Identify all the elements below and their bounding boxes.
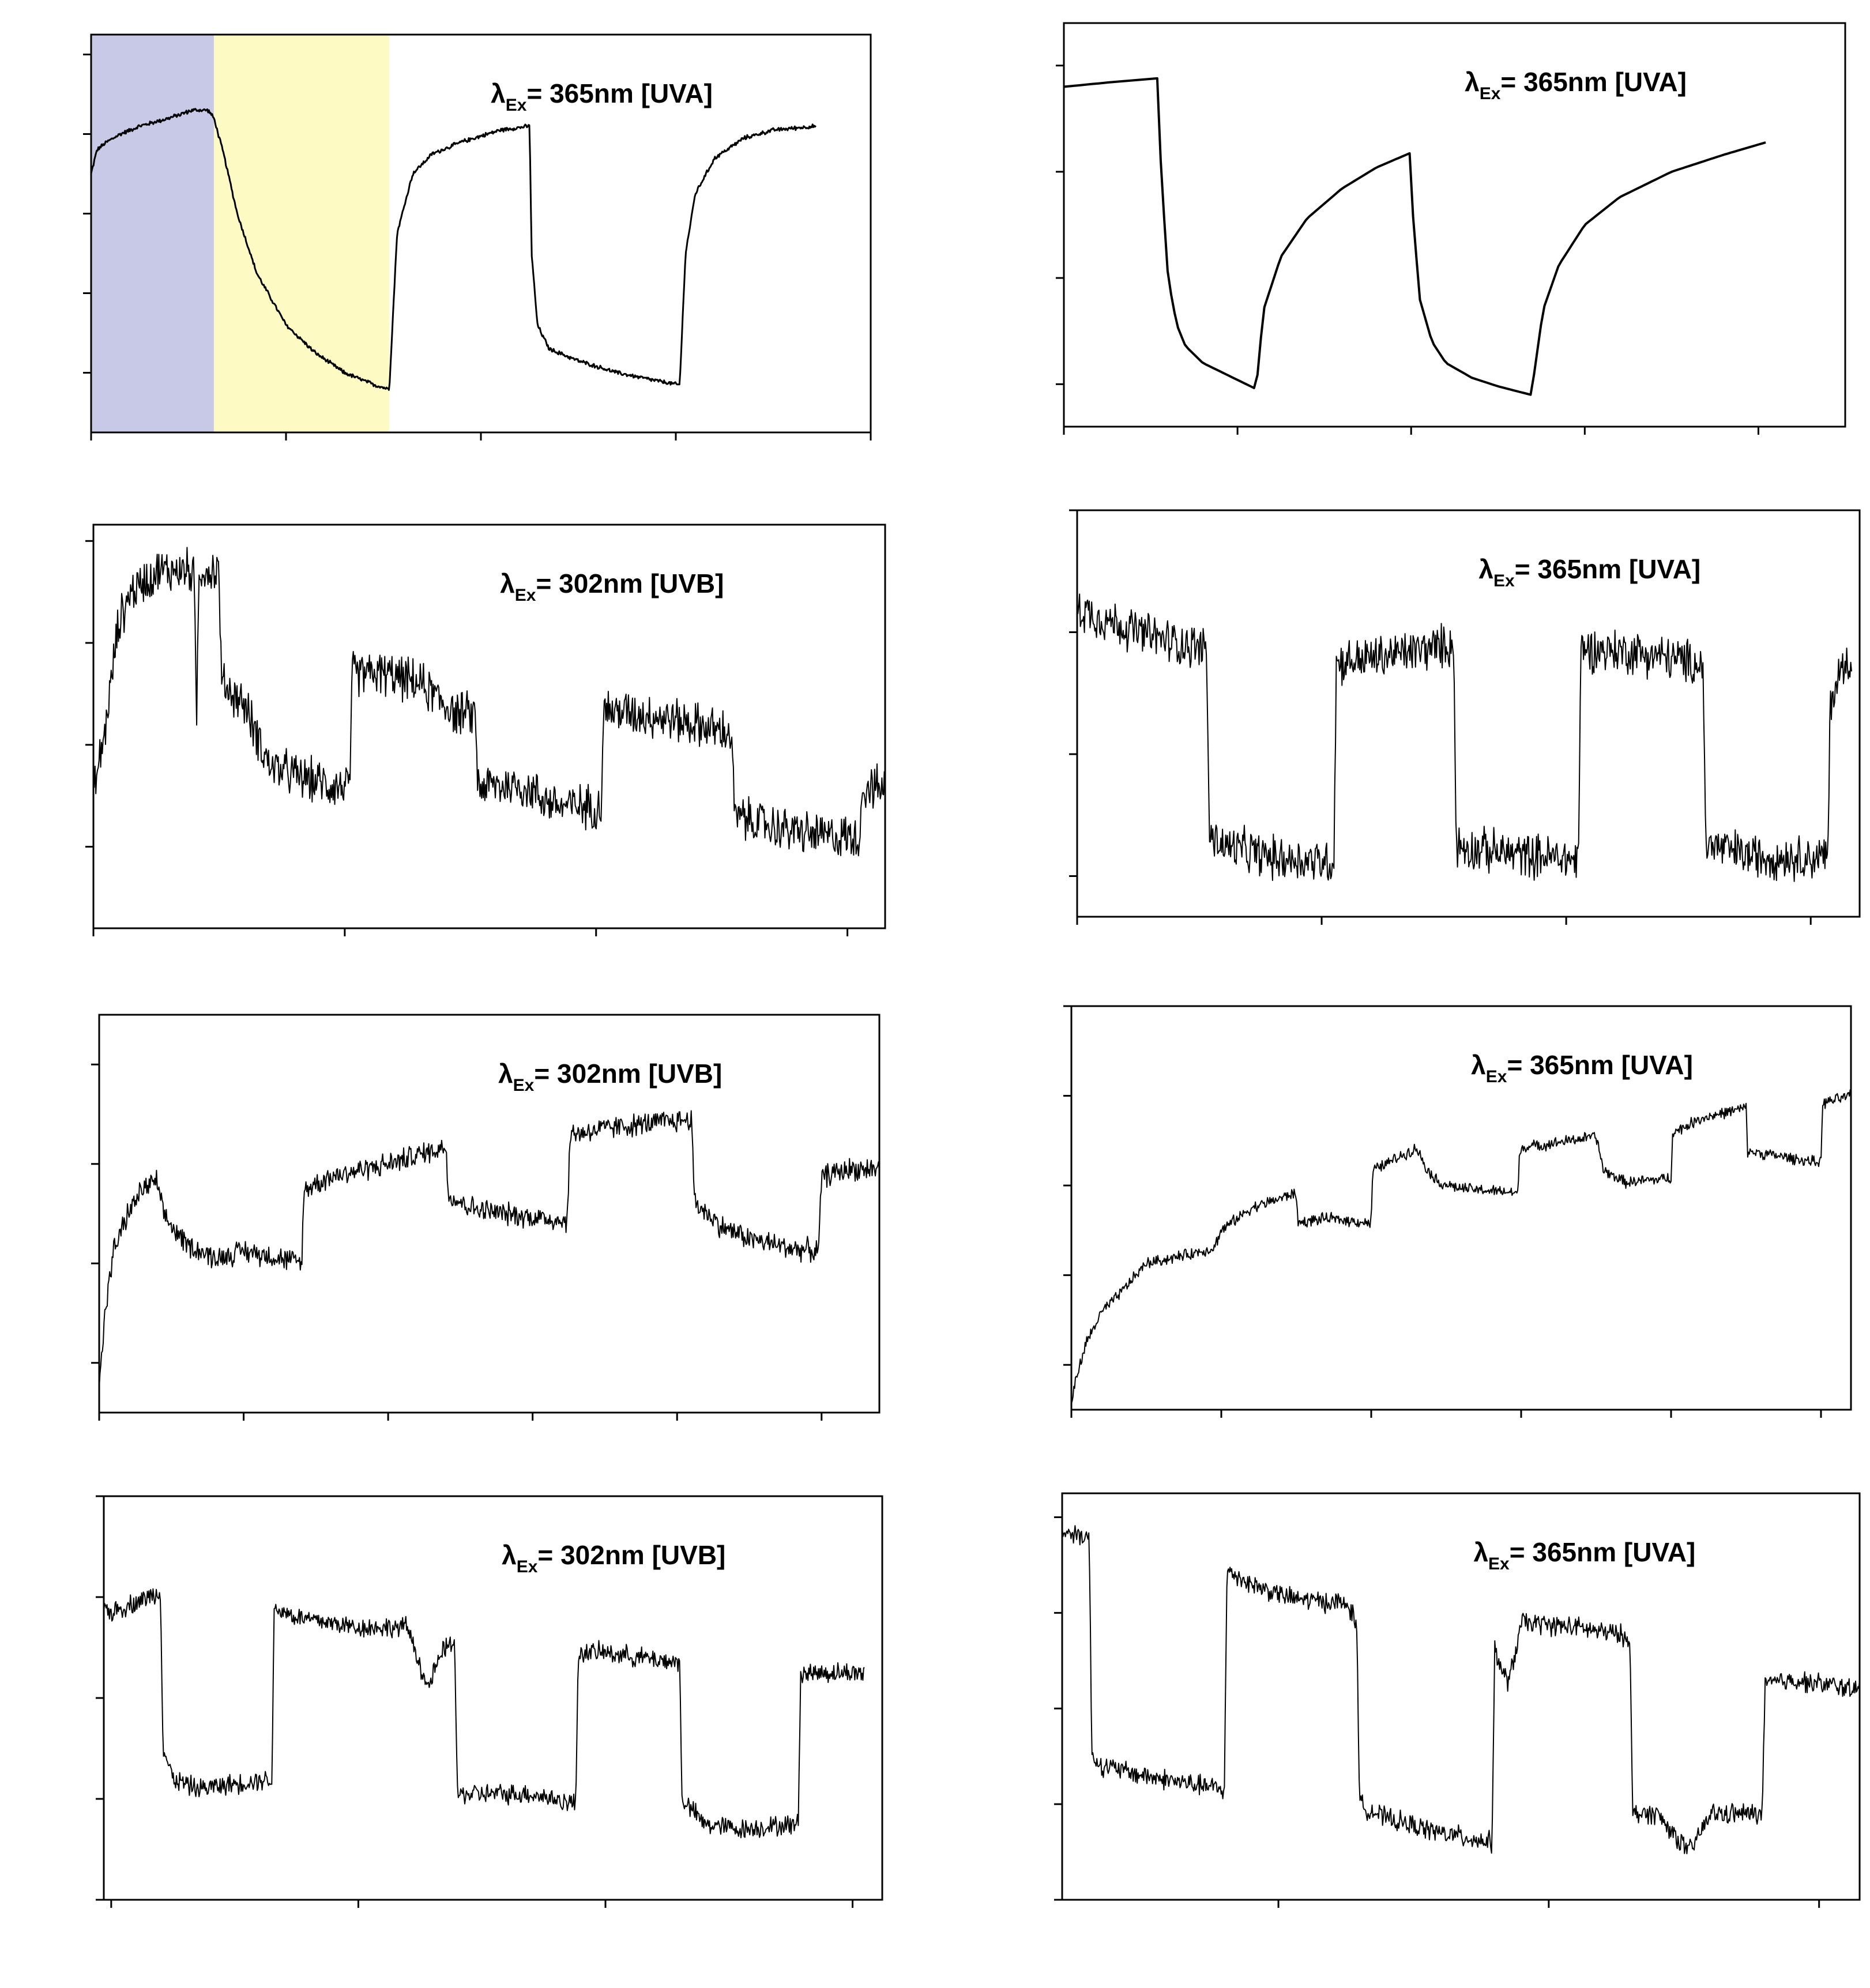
excitation-label: λEx= 365nm [UVA]	[1471, 1050, 1693, 1086]
series-line-g	[103, 1588, 865, 1839]
lambda-subscript: Ex	[1488, 1554, 1510, 1573]
wavelength-value: 365nm [UVA]	[1537, 554, 1700, 584]
panel-g-chart: λEx= 302nm [UVB]	[96, 1495, 883, 1908]
panel-a-chart: λEx= 365nm [UVA]	[83, 33, 872, 440]
excitation-label: λEx= 365nm [UVA]	[491, 78, 713, 115]
panel-e-chart: λEx= 302nm [UVB]	[91, 1014, 881, 1421]
series-line-d	[1077, 593, 1852, 882]
equals-sign: =	[1500, 67, 1523, 97]
lambda-symbol: λ	[500, 568, 515, 598]
lambda-symbol: λ	[1473, 1537, 1488, 1567]
plot-frame-f	[1070, 1005, 1852, 1411]
excitation-label: λEx= 365nm [UVA]	[1478, 554, 1700, 590]
panel-d-chart: λEx= 365nm [UVA]	[1069, 509, 1861, 925]
lambda-subscript: Ex	[1493, 571, 1515, 590]
lambda-symbol: λ	[491, 78, 506, 108]
series-line-f	[1071, 1089, 1852, 1405]
series-line-b	[1063, 77, 1766, 396]
lambda-symbol: λ	[1471, 1050, 1486, 1080]
equals-sign: =	[534, 1059, 557, 1089]
equals-sign: =	[526, 78, 550, 108]
lambda-subscript: Ex	[517, 1557, 538, 1576]
wavelength-value: 302nm [UVB]	[559, 568, 724, 598]
panel-f-chart: λEx= 365nm [UVA]	[1063, 1005, 1852, 1418]
panel-b-chart: λEx= 365nm [UVA]	[1056, 22, 1846, 435]
series-line-h	[1062, 1525, 1860, 1855]
panel-c-chart: λEx= 302nm [UVB]	[85, 524, 886, 936]
lambda-symbol: λ	[502, 1540, 517, 1570]
excitation-label: λEx= 302nm [UVB]	[500, 568, 724, 605]
plot-frame-h	[1061, 1492, 1861, 1901]
lambda-subscript: Ex	[515, 586, 536, 605]
lambda-symbol: λ	[1465, 67, 1480, 97]
plot-frame-d	[1076, 509, 1861, 918]
lambda-subscript: Ex	[513, 1076, 535, 1095]
wavelength-value: 365nm [UVA]	[550, 78, 713, 108]
lambda-subscript: Ex	[1480, 84, 1501, 103]
excitation-label: λEx= 365nm [UVA]	[1465, 67, 1687, 103]
excitation-label: λEx= 365nm [UVA]	[1473, 1537, 1695, 1573]
wavelength-value: 302nm [UVB]	[560, 1540, 725, 1570]
lambda-symbol: λ	[498, 1059, 513, 1089]
panel-h-chart: λEx= 365nm [UVA]	[1054, 1492, 1861, 1908]
plot-frame-c	[92, 524, 886, 929]
equals-sign: =	[1507, 1050, 1530, 1080]
lambda-symbol: λ	[1478, 554, 1493, 584]
equals-sign: =	[1510, 1537, 1533, 1567]
band-on	[213, 35, 390, 432]
excitation-label: λEx= 302nm [UVB]	[502, 1540, 725, 1576]
series-line-a	[90, 108, 817, 391]
wavelength-value: 365nm [UVA]	[1523, 67, 1687, 97]
lambda-subscript: Ex	[506, 96, 527, 115]
excitation-label: λEx= 302nm [UVB]	[498, 1059, 722, 1095]
lambda-subscript: Ex	[1486, 1067, 1507, 1086]
equals-sign: =	[537, 1540, 560, 1570]
wavelength-value: 365nm [UVA]	[1530, 1050, 1693, 1080]
band-off	[91, 35, 214, 432]
plot-frame-e	[98, 1014, 881, 1414]
wavelength-value: 365nm [UVA]	[1532, 1537, 1695, 1567]
equals-sign: =	[536, 568, 559, 598]
wavelength-value: 302nm [UVB]	[557, 1059, 722, 1089]
equals-sign: =	[1515, 554, 1538, 584]
series-line-c	[93, 547, 886, 857]
series-line-e	[99, 1110, 880, 1389]
plot-frame-b	[1063, 22, 1846, 428]
